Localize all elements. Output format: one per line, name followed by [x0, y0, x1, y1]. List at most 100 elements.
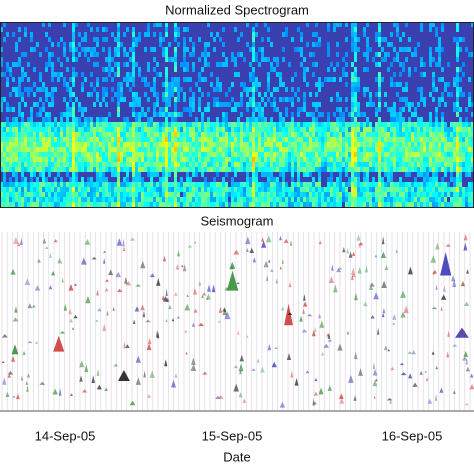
spectrogram-cell — [387, 192, 390, 197]
spectrogram-cell — [360, 162, 363, 167]
spectrogram-cell — [57, 172, 60, 177]
spectrogram-cell — [171, 132, 174, 137]
spectrogram-cell — [75, 57, 78, 62]
spectrogram-cell — [18, 102, 21, 107]
spectrogram-cell — [75, 157, 78, 162]
spectrogram-cell — [318, 87, 321, 92]
spectrogram-cell — [315, 187, 318, 192]
spectrogram-cell — [204, 127, 207, 132]
spectrogram-cell — [243, 127, 246, 132]
spectrogram-cell — [21, 132, 24, 137]
spectrogram-cell — [60, 192, 63, 197]
spectrogram-cell — [444, 87, 447, 92]
spectrogram-cell — [87, 137, 90, 142]
spectrogram-cell — [375, 162, 378, 167]
spectrogram-cell — [306, 142, 309, 147]
spectrogram-cell — [420, 152, 423, 157]
spectrogram-cell — [183, 187, 186, 192]
spectrogram-cell — [150, 87, 153, 92]
spectrogram-cell — [21, 77, 24, 82]
spectrogram-cell — [339, 167, 342, 172]
spectrogram-cell — [345, 197, 348, 202]
trace-spike — [165, 288, 168, 296]
spectrogram-cell — [288, 152, 291, 157]
spectrogram-cell — [429, 122, 432, 127]
spectrogram-cell — [276, 132, 279, 137]
spectrogram-cell — [375, 157, 378, 162]
trace-spike — [58, 388, 62, 396]
spectrogram-cell — [444, 142, 447, 147]
spectrogram-cell — [432, 172, 435, 177]
spectrogram-cell — [30, 182, 33, 187]
spectrogram-cell — [99, 167, 102, 172]
spectrogram-cell — [228, 122, 231, 127]
spectrogram-cell — [141, 202, 144, 207]
spectrogram-cell — [330, 62, 333, 67]
spectrogram-cell — [117, 87, 120, 92]
trace-spike — [352, 251, 356, 256]
spectrogram-cell — [390, 127, 393, 132]
spectrogram-cell — [57, 42, 60, 47]
spectrogram-cell — [63, 162, 66, 167]
spectrogram-cell — [360, 122, 363, 127]
spectrogram-cell — [45, 142, 48, 147]
spectrogram-cell — [405, 182, 408, 187]
spectrogram-cell — [342, 127, 345, 132]
spectrogram-cell — [366, 142, 369, 147]
spectrogram-cell — [408, 197, 411, 202]
spectrogram-cell — [402, 47, 405, 52]
spectrogram-cell — [39, 52, 42, 57]
spectrogram-cell — [318, 167, 321, 172]
trace-spike — [369, 282, 375, 287]
spectrogram-cell — [234, 192, 237, 197]
spectrogram-cell — [222, 182, 225, 187]
spectrogram-cell — [0, 202, 3, 207]
trace-spike — [354, 292, 358, 301]
spectrogram-cell — [456, 202, 459, 207]
spectrogram-cell — [408, 107, 411, 112]
spectrogram-cell — [354, 92, 357, 97]
spectrogram-cell — [255, 82, 258, 87]
spectrogram-cell — [363, 162, 366, 167]
trace-spike — [155, 329, 159, 338]
spectrogram-cell — [318, 132, 321, 137]
spectrogram-cell — [192, 102, 195, 107]
spectrogram-cell — [267, 202, 270, 207]
spectrogram-cell — [453, 147, 456, 152]
spectrogram-cell — [183, 132, 186, 137]
spectrogram-cell — [315, 107, 318, 112]
spectrogram-cell — [312, 187, 315, 192]
spectrogram-cell — [231, 202, 234, 207]
spectrogram-cell — [3, 142, 6, 147]
spectrogram-cell — [240, 112, 243, 117]
trace-spike — [31, 304, 36, 308]
spectrogram-cell — [174, 152, 177, 157]
trace-spike — [102, 323, 106, 331]
spectrogram-cell — [261, 47, 264, 52]
spectrogram-cell — [123, 77, 126, 82]
spectrogram-cell — [144, 157, 147, 162]
spectrogram-cell — [303, 72, 306, 77]
spectrogram-cell — [300, 62, 303, 67]
spectrogram-cell — [204, 192, 207, 197]
spectrogram-cell — [285, 187, 288, 192]
trace-spike — [465, 366, 470, 372]
spectrogram-cell — [96, 97, 99, 102]
spectrogram-cell — [144, 77, 147, 82]
spectrogram-cell — [120, 127, 123, 132]
spectrogram-cell — [162, 177, 165, 182]
spectrogram-cell — [369, 202, 372, 207]
spectrogram-cell — [411, 127, 414, 132]
spectrogram-cell — [114, 122, 117, 127]
spectrogram-cell — [60, 187, 63, 192]
spectrogram-cell — [267, 127, 270, 132]
spectrogram-cell — [96, 177, 99, 182]
trace-spike — [419, 370, 423, 375]
spectrogram-cell — [21, 97, 24, 102]
spectrogram-cell — [393, 102, 396, 107]
spectrogram-cell — [141, 107, 144, 112]
spectrogram-cell — [318, 152, 321, 157]
spectrogram-cell — [0, 132, 3, 137]
spectrogram-cell — [249, 192, 252, 197]
spectrogram-cell — [108, 162, 111, 167]
